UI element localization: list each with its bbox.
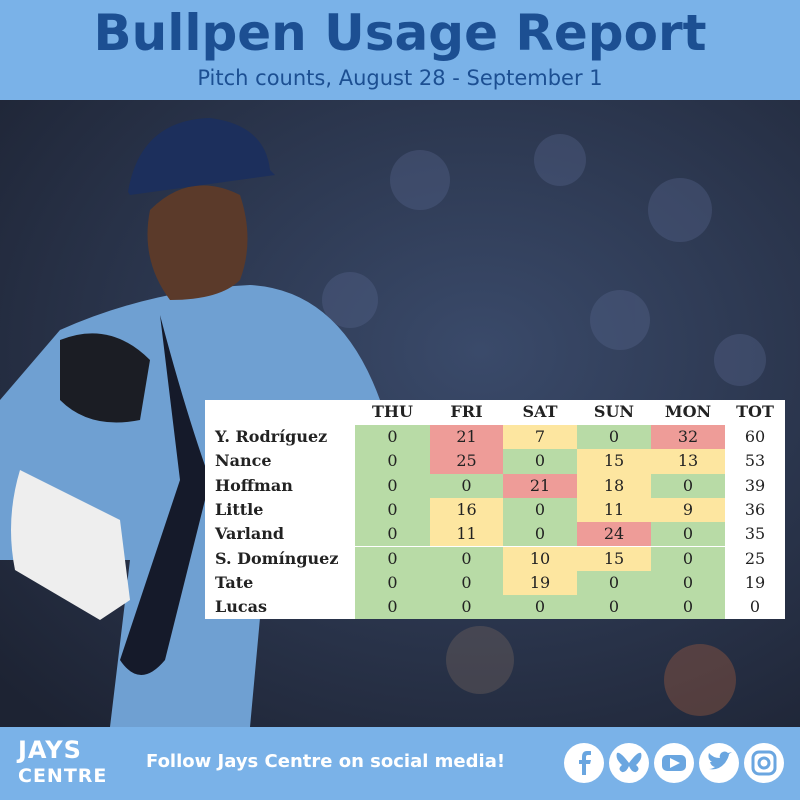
pitch-count: 18 — [577, 473, 651, 498]
total: 39 — [744, 475, 766, 495]
total: 36 — [744, 499, 766, 519]
pitcher-name: Hoffman — [215, 475, 293, 495]
pitch-count: 15 — [577, 546, 651, 571]
pitch-count: 0 — [355, 473, 430, 498]
total: 35 — [744, 524, 766, 544]
logo-bottom: CENTRE — [18, 765, 108, 787]
header: Bullpen Usage Report Pitch counts, Augus… — [0, 0, 800, 100]
pitch-count: 13 — [651, 449, 725, 474]
column-header: SAT — [522, 402, 558, 421]
logo-top: JAYS — [18, 736, 82, 764]
pitch-count: 21 — [503, 473, 577, 498]
column-header: TOT — [736, 402, 774, 421]
pitcher-name: Varland — [215, 524, 285, 544]
pitcher-name: Lucas — [215, 597, 267, 617]
pitcher-name: Y. Rodríguez — [215, 427, 328, 446]
pitch-count: 0 — [503, 595, 577, 620]
pitch-count: 0 — [430, 473, 503, 498]
pitch-count: 0 — [651, 570, 725, 596]
pitch-count: 32 — [651, 425, 725, 450]
pitcher-name: Little — [215, 499, 264, 519]
pitch-count: 0 — [577, 595, 651, 620]
pitch-count: 16 — [430, 497, 503, 523]
total: 53 — [744, 451, 766, 471]
column-header: THU — [372, 402, 413, 421]
subtitle: Pitch counts, August 28 - September 1 — [197, 66, 603, 90]
pitcher-name: S. Domínguez — [215, 548, 339, 568]
instagram-icon[interactable] — [744, 743, 784, 783]
pitch-count: 0 — [355, 497, 430, 523]
pitch-count: 0 — [503, 497, 577, 523]
pitch-count: 0 — [503, 449, 577, 474]
pitch-count: 7 — [503, 425, 577, 450]
pitch-count: 0 — [503, 522, 577, 547]
pitch-count: 10 — [503, 546, 577, 571]
social-icons — [564, 743, 784, 783]
pitch-count: 0 — [355, 522, 430, 547]
total: 60 — [744, 427, 766, 446]
pitch-count: 0 — [430, 546, 503, 571]
title: Bullpen Usage Report — [93, 4, 707, 62]
pitch-count: 0 — [430, 595, 503, 620]
pitch-count: 0 — [355, 449, 430, 474]
pitch-count: 0 — [355, 595, 430, 620]
total: 25 — [744, 548, 766, 568]
pitch-count: 25 — [430, 449, 503, 474]
pitch-count: 24 — [577, 522, 651, 547]
total: 19 — [744, 572, 766, 592]
pitch-count: 11 — [430, 522, 503, 547]
column-header: FRI — [450, 402, 483, 421]
logo: JAYS CENTRE — [18, 737, 107, 789]
pitch-count: 0 — [355, 546, 430, 571]
pitch-count: 9 — [651, 497, 725, 523]
column-header: MON — [664, 402, 712, 421]
social-message: Follow Jays Centre on social media! — [146, 751, 506, 772]
pitch-count: 21 — [430, 425, 503, 450]
column-header: SUN — [593, 402, 635, 421]
usage-table: THU FRI SAT SUN MON TOT Y. Rodríguez 0 21 7 0 32 60 N… — [205, 400, 785, 620]
footer: JAYS CENTRE Follow Jays Centre on social… — [0, 727, 800, 800]
pitcher-name: Nance — [215, 451, 272, 471]
pitch-count: 0 — [430, 570, 503, 596]
pitch-count: 0 — [355, 570, 430, 596]
pitch-count: 19 — [503, 570, 577, 596]
pitch-count: 0 — [651, 546, 725, 571]
pitch-count: 0 — [577, 425, 651, 450]
pitch-count: 15 — [577, 449, 651, 474]
pitch-count: 0 — [651, 473, 725, 498]
pitcher-name: Tate — [215, 572, 254, 592]
pitch-count: 11 — [577, 497, 651, 523]
pitch-count: 0 — [577, 570, 651, 596]
total: 0 — [749, 597, 761, 617]
pitch-count: 0 — [651, 595, 725, 620]
pitch-count: 0 — [355, 425, 430, 450]
pitch-count: 0 — [651, 522, 725, 547]
